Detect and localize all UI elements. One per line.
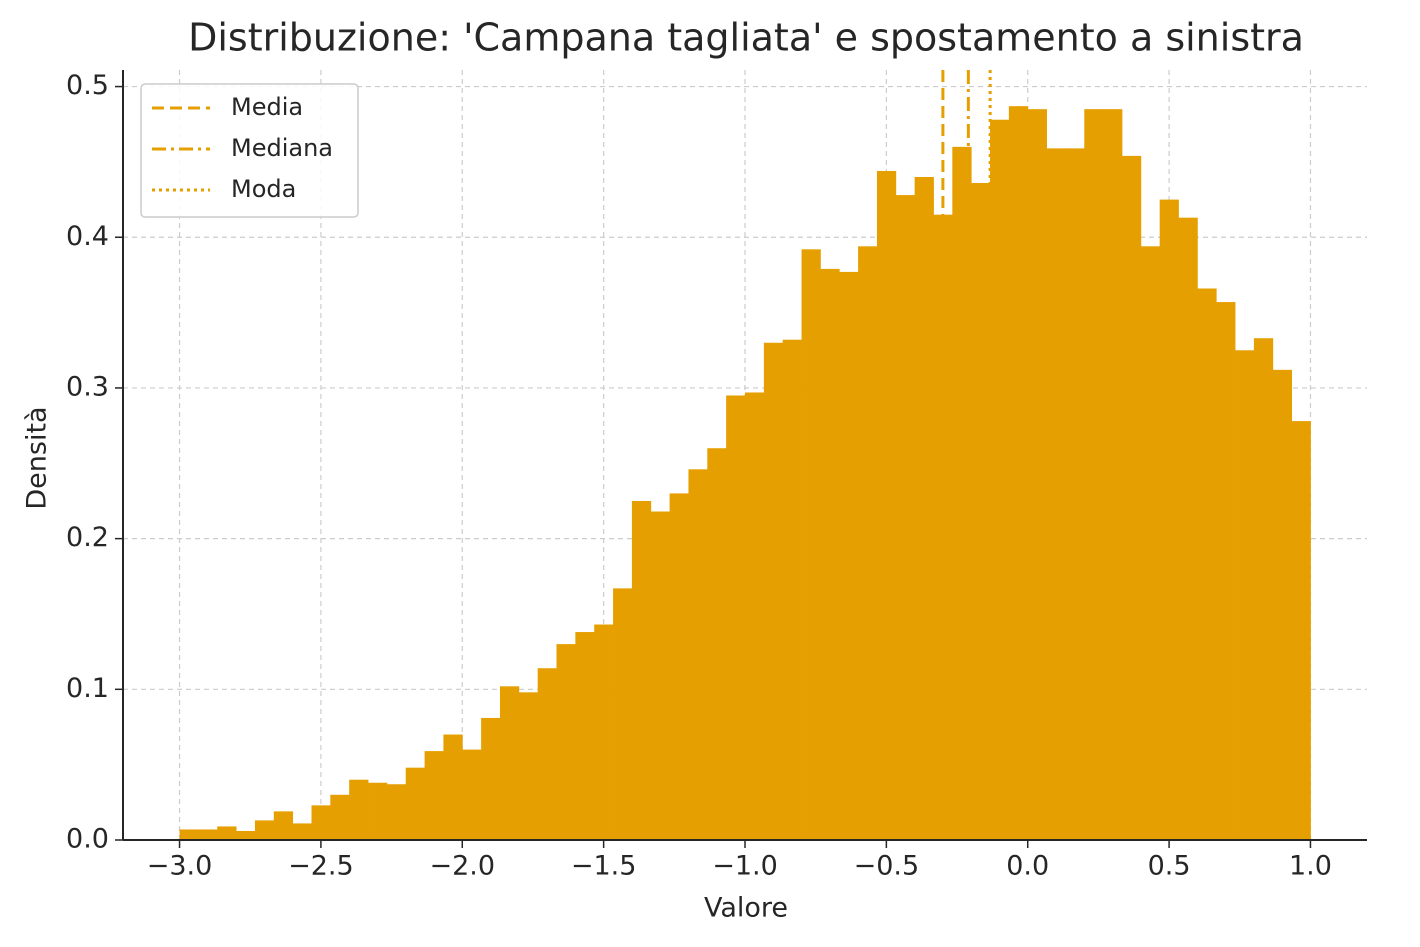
chart-title: Distribuzione: 'Campana tagliata' e spos… xyxy=(188,16,1304,60)
bar xyxy=(462,749,482,840)
bar xyxy=(368,782,388,840)
bar xyxy=(217,826,237,840)
x-tick-label: −1.5 xyxy=(571,851,637,882)
bar xyxy=(594,624,614,840)
x-tick-label: 0.0 xyxy=(1006,851,1049,882)
bar xyxy=(839,271,859,840)
bar xyxy=(1027,109,1047,840)
bar xyxy=(1178,217,1198,840)
bar xyxy=(1008,106,1029,841)
y-tick-label: 0.1 xyxy=(66,673,109,704)
y-tick-label: 0.3 xyxy=(66,371,109,402)
bar xyxy=(1235,350,1255,840)
bar xyxy=(349,779,369,840)
bar xyxy=(556,644,576,840)
bar xyxy=(537,668,557,840)
bar xyxy=(631,500,652,840)
bar xyxy=(405,767,425,840)
bar xyxy=(1046,148,1066,840)
bar xyxy=(745,392,765,840)
x-tick-label: −2.5 xyxy=(288,851,354,882)
bar xyxy=(669,493,689,840)
bar xyxy=(1291,421,1311,840)
bar xyxy=(179,829,199,840)
bar xyxy=(914,176,934,840)
bar xyxy=(801,249,821,840)
y-tick-label: 0.0 xyxy=(66,824,109,855)
bar xyxy=(1140,246,1161,840)
bar xyxy=(1065,148,1085,840)
bar xyxy=(311,805,331,840)
bar xyxy=(763,342,784,840)
bar xyxy=(990,119,1010,841)
bar xyxy=(292,823,312,840)
bar xyxy=(1272,369,1292,840)
bar xyxy=(499,686,520,840)
x-tick-label: 1.0 xyxy=(1289,851,1332,882)
bar xyxy=(443,734,463,840)
bar xyxy=(386,784,407,840)
bar xyxy=(707,448,727,840)
y-axis-label: Densità xyxy=(22,406,53,509)
bar xyxy=(236,830,256,840)
y-tick-label: 0.2 xyxy=(66,522,109,553)
bar xyxy=(330,794,350,840)
bar xyxy=(1159,199,1179,840)
bar xyxy=(858,246,878,840)
bar xyxy=(952,146,972,841)
bar xyxy=(273,811,294,840)
bar xyxy=(650,511,670,840)
bar xyxy=(1197,288,1217,840)
x-tick-label: −3.0 xyxy=(147,851,213,882)
bar xyxy=(782,339,802,840)
x-tick-label: 0.5 xyxy=(1148,851,1191,882)
bar xyxy=(1084,109,1104,840)
legend-label: Mediana xyxy=(231,134,333,162)
x-axis-label: Valore xyxy=(704,893,788,924)
bar xyxy=(895,195,916,841)
legend: Media Mediana Moda xyxy=(140,83,359,218)
x-tick-label: −2.0 xyxy=(429,851,495,882)
bar xyxy=(575,632,595,840)
bar xyxy=(613,588,633,840)
bar xyxy=(481,717,501,840)
y-tick-label: 0.5 xyxy=(66,70,109,101)
bar xyxy=(1216,302,1236,840)
legend-label: Moda xyxy=(231,175,296,203)
bar xyxy=(1121,155,1142,841)
y-tick-label: 0.4 xyxy=(66,221,109,252)
bar xyxy=(688,469,708,840)
bar xyxy=(820,268,840,840)
legend-label: Media xyxy=(231,93,303,121)
bar xyxy=(254,820,275,840)
bar xyxy=(876,170,897,840)
legend-box xyxy=(140,83,359,218)
bar xyxy=(971,183,991,841)
x-tick-label: −1.0 xyxy=(712,851,778,882)
bar xyxy=(518,692,539,840)
bar xyxy=(726,395,746,840)
bar xyxy=(198,829,218,840)
x-tick-label: −0.5 xyxy=(854,851,920,882)
bar xyxy=(1103,109,1123,840)
bar xyxy=(1253,338,1274,840)
bar xyxy=(424,751,444,840)
